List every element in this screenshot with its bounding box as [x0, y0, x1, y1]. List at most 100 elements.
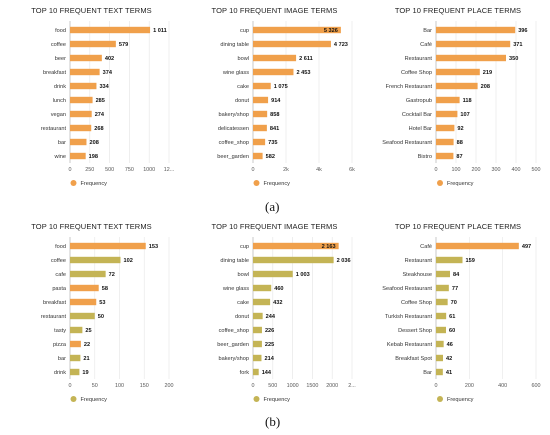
- value-label: 274: [95, 112, 105, 118]
- category-label: Café: [420, 42, 432, 48]
- category-label: cake: [237, 84, 249, 90]
- category-label: bar: [58, 356, 66, 362]
- chart-image-terms-b: TOP 10 FREQUENT IMAGE TERMS 0 500 1000 1500 2…: [212, 222, 356, 403]
- value-label: 432: [273, 300, 282, 306]
- bar: [253, 270, 293, 278]
- bar: [253, 284, 272, 292]
- bar: [70, 270, 106, 278]
- bar: [253, 340, 262, 348]
- x-tick-label: 400: [512, 167, 521, 173]
- x-tick-label: 50: [92, 383, 98, 389]
- category-label: Seafood Restaurant: [382, 286, 432, 292]
- bar: [436, 110, 458, 118]
- bar: [70, 284, 99, 292]
- category-label: bowl: [237, 56, 249, 62]
- chart-text-terms-a: TOP 10 FREQUENT TEXT TERMS 0 250 500 750 1000…: [31, 6, 175, 187]
- x-tick-label: 200: [165, 383, 174, 389]
- category-label: food: [55, 244, 66, 250]
- category-label: Restaurant: [405, 56, 433, 62]
- bar: [70, 326, 83, 334]
- bar: [70, 354, 81, 362]
- category-label: vegan: [51, 112, 66, 118]
- bar: [70, 368, 80, 376]
- category-label: Steakhouse: [402, 272, 432, 278]
- legend-label: Frequency: [447, 397, 474, 403]
- x-tick-label: 300: [492, 167, 501, 173]
- category-label: Breakfast Spot: [395, 356, 432, 362]
- category-label: Turkish Restaurant: [385, 314, 432, 320]
- category-label: dining table: [220, 42, 249, 48]
- category-label: pasta: [52, 286, 67, 292]
- category-label: restaurant: [41, 314, 67, 320]
- value-label: 4 723: [334, 42, 348, 48]
- x-tick-label: 12...: [164, 167, 175, 173]
- x-tick-label: 500: [532, 167, 541, 173]
- bar: [70, 242, 146, 250]
- category-label: Coffee Shop: [401, 70, 432, 76]
- category-label: lunch: [53, 98, 66, 104]
- category-label: cup: [240, 244, 249, 250]
- legend-swatch: [70, 180, 77, 186]
- category-label: Cocktail Bar: [402, 112, 432, 118]
- value-label: 268: [94, 126, 103, 132]
- bar: [253, 110, 268, 118]
- bar: [436, 242, 519, 250]
- value-label: 371: [513, 42, 522, 48]
- bar: [436, 298, 448, 306]
- category-label: Restaurant: [405, 258, 433, 264]
- category-label: beer_garden: [217, 342, 249, 348]
- bar: [253, 54, 297, 62]
- category-label: drink: [54, 84, 66, 90]
- bar: [436, 354, 443, 362]
- category-label: pizza: [53, 342, 67, 348]
- bar: [70, 138, 87, 146]
- legend-label: Frequency: [81, 397, 108, 403]
- value-label: 374: [103, 70, 113, 76]
- category-label: cake: [237, 300, 249, 306]
- value-label: 2 163: [322, 244, 336, 250]
- value-label: 198: [89, 154, 98, 160]
- value-label: 144: [262, 370, 272, 376]
- x-tick-label: 2000: [326, 383, 338, 389]
- value-label: 50: [98, 314, 104, 320]
- x-tick-label: 0: [435, 167, 438, 173]
- category-label: delicatessen: [218, 126, 249, 132]
- category-label: donut: [235, 98, 249, 104]
- legend-swatch: [253, 180, 260, 186]
- x-tick-label: 0: [435, 383, 438, 389]
- x-tick-label: 100: [452, 167, 461, 173]
- chart-title: TOP 10 FREQUENT IMAGE TERMS: [212, 222, 338, 231]
- value-label: 225: [265, 342, 274, 348]
- x-tick-label: 600: [532, 383, 541, 389]
- category-label: bar: [58, 140, 66, 146]
- legend-label: Frequency: [81, 181, 108, 187]
- chart-title: TOP 10 FREQUENT PLACE TERMS: [395, 6, 521, 15]
- value-label: 60: [449, 328, 455, 334]
- category-label: Café: [420, 244, 432, 250]
- value-label: 1 003: [296, 272, 310, 278]
- bar: [70, 312, 95, 320]
- value-label: 41: [446, 370, 452, 376]
- value-label: 402: [105, 56, 114, 62]
- bar: [436, 270, 450, 278]
- x-tick-label: 750: [125, 167, 134, 173]
- bar: [253, 124, 267, 132]
- value-label: 72: [109, 272, 115, 278]
- value-label: 1 075: [274, 84, 288, 90]
- value-label: 858: [270, 112, 279, 118]
- category-label: Bar: [423, 370, 432, 376]
- caption-b: (b): [265, 414, 281, 429]
- bar: [253, 368, 259, 376]
- category-label: Bistro: [418, 154, 432, 160]
- category-label: cafe: [55, 272, 66, 278]
- value-label: 88: [457, 140, 463, 146]
- value-label: 53: [99, 300, 105, 306]
- category-label: Seafood Restaurant: [382, 140, 432, 146]
- bar: [253, 326, 262, 334]
- bar: [436, 340, 444, 348]
- value-label: 87: [456, 154, 462, 160]
- value-label: 579: [119, 42, 128, 48]
- value-label: 497: [522, 244, 531, 250]
- x-tick-label: 100: [115, 383, 124, 389]
- legend-label: Frequency: [264, 397, 291, 403]
